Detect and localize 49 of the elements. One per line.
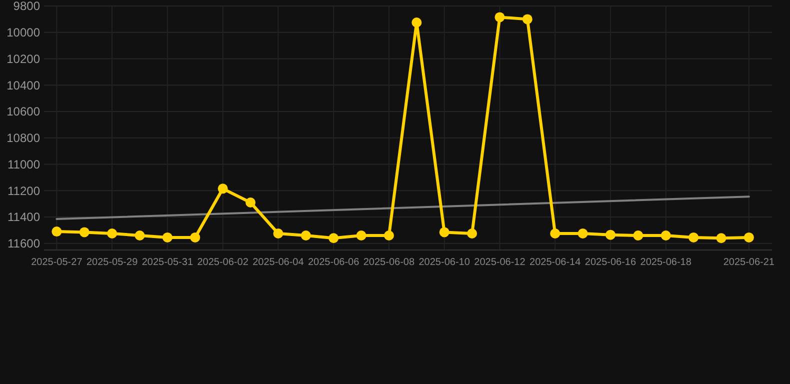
point [328, 233, 339, 244]
point [246, 198, 256, 208]
x-tick-label: 2025-06-02 [197, 257, 249, 268]
x-tick-label: 2025-06-08 [363, 257, 415, 268]
point [744, 232, 754, 242]
point [384, 230, 394, 240]
point [356, 230, 366, 240]
y-tick-label: 10400 [6, 78, 40, 92]
point [79, 227, 90, 238]
y-tick-label: 11000 [8, 157, 40, 172]
y-tick-label: 11400 [8, 210, 40, 224]
x-tick-label: 2025-06-06 [308, 257, 360, 268]
y-tick-label: 10200 [6, 52, 40, 66]
y-tick-label: 10600 [6, 104, 40, 119]
point [107, 228, 118, 239]
x-tick-label: 2025-06-18 [640, 257, 692, 268]
y-tick-label: 10800 [6, 131, 40, 146]
y-tick-label: 10000 [6, 26, 40, 40]
y-tick-label: 9800 [13, 0, 40, 14]
x-tick-label: 2025-05-29 [86, 257, 138, 268]
point [134, 230, 145, 240]
point [633, 230, 644, 240]
point [688, 232, 699, 242]
point [300, 230, 311, 240]
x-tick-label: 2025-06-12 [474, 257, 526, 268]
point [550, 228, 560, 239]
point [660, 230, 671, 240]
point [716, 233, 726, 244]
point [273, 228, 284, 239]
point [52, 226, 62, 237]
point [412, 17, 422, 28]
point [439, 227, 450, 238]
point [522, 14, 532, 24]
point [605, 230, 616, 240]
x-tick-label: 2025-06-04 [252, 257, 304, 268]
point [162, 232, 172, 242]
point [494, 12, 505, 22]
x-tick-label: 2025-06-10 [418, 257, 470, 268]
x-tick-label: 2025-06-21 [723, 257, 775, 268]
point [190, 232, 200, 242]
point [218, 184, 228, 194]
x-tick-label: 2025-05-27 [31, 257, 83, 268]
y-tick-label: 11600 [8, 236, 40, 251]
x-tick-label: 2025-06-14 [530, 257, 582, 268]
x-tick-label: 2025-06-16 [584, 257, 636, 268]
y-tick-label: 11200 [8, 184, 40, 198]
x-tick-label: 2025-05-31 [142, 257, 194, 268]
point [578, 228, 588, 239]
point [467, 228, 478, 239]
